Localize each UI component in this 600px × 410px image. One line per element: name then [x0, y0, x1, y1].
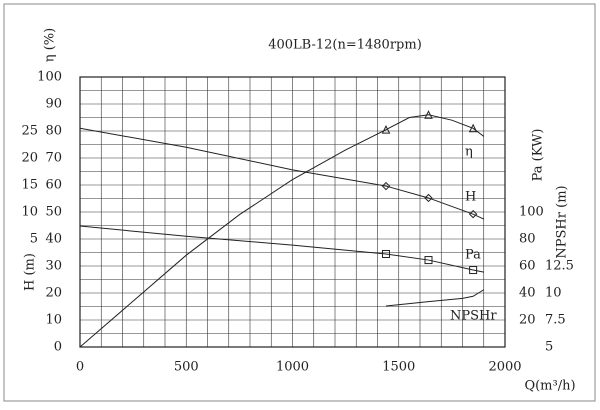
curve-label: H: [465, 190, 476, 205]
y-tick-label: 20: [21, 151, 38, 166]
y-axis-label: η (%): [43, 28, 58, 62]
y-tick-label: 10: [45, 313, 62, 328]
y-tick-label: 60: [45, 178, 62, 193]
marker: [424, 193, 433, 203]
y-tick-label: 50: [45, 205, 62, 220]
marker: [424, 110, 433, 119]
y-tick-label: 80: [519, 232, 536, 247]
y-tick-label: 40: [519, 286, 536, 301]
marker: [381, 181, 391, 191]
x-tick-label: 2000: [488, 360, 521, 375]
marker: [424, 256, 433, 265]
x-tick-label: 1500: [382, 360, 415, 375]
y-tick-label: 80: [45, 124, 62, 139]
y-axis-label: H (m): [23, 253, 38, 291]
y-tick-label: 20: [519, 313, 536, 328]
y-tick-label: 5: [30, 232, 38, 247]
curve-label: NPSHr: [450, 309, 497, 324]
x-tick-label: 1000: [276, 360, 309, 375]
y-tick-label: 10: [545, 286, 562, 301]
frame: [3, 3, 596, 402]
plot-border: [79, 76, 506, 348]
y-tick-label: 0: [54, 340, 62, 355]
curve-label: Pa: [465, 248, 481, 263]
marker: [468, 209, 478, 219]
curve: [79, 225, 484, 273]
marker: [468, 123, 478, 133]
y-axis-label: NPSHr (m): [555, 185, 570, 258]
y-tick-label: 30: [45, 259, 62, 274]
chart-title: 400LB-12(n=1480rpm): [268, 38, 422, 53]
x-tick-label: 0: [76, 360, 84, 375]
curve: [79, 127, 484, 220]
y-tick-label: 100: [37, 70, 62, 85]
y-tick-label: 60: [519, 259, 536, 274]
y-tick-label: 70: [45, 151, 62, 166]
y-axis-label: Pa (KW): [531, 129, 546, 182]
y-tick-label: 25: [21, 124, 38, 139]
y-tick-label: 7.5: [545, 313, 566, 328]
marker: [382, 249, 390, 258]
y-tick-label: 10: [21, 205, 38, 220]
x-tick-label: 500: [174, 360, 199, 375]
curve: [79, 114, 485, 348]
curve: [385, 289, 485, 307]
x-axis-label: Q(m³/h): [524, 379, 575, 394]
marker: [381, 125, 391, 134]
curve-label: η: [465, 145, 473, 160]
y-tick-label: 40: [45, 232, 62, 247]
y-tick-label: 5: [545, 340, 553, 355]
y-tick-label: 90: [45, 97, 62, 112]
y-tick-label: 100: [519, 205, 544, 220]
y-tick-label: 15: [21, 178, 38, 193]
y-tick-label: 12.5: [545, 259, 574, 274]
marker: [469, 266, 478, 275]
y-tick-label: 20: [45, 286, 62, 301]
